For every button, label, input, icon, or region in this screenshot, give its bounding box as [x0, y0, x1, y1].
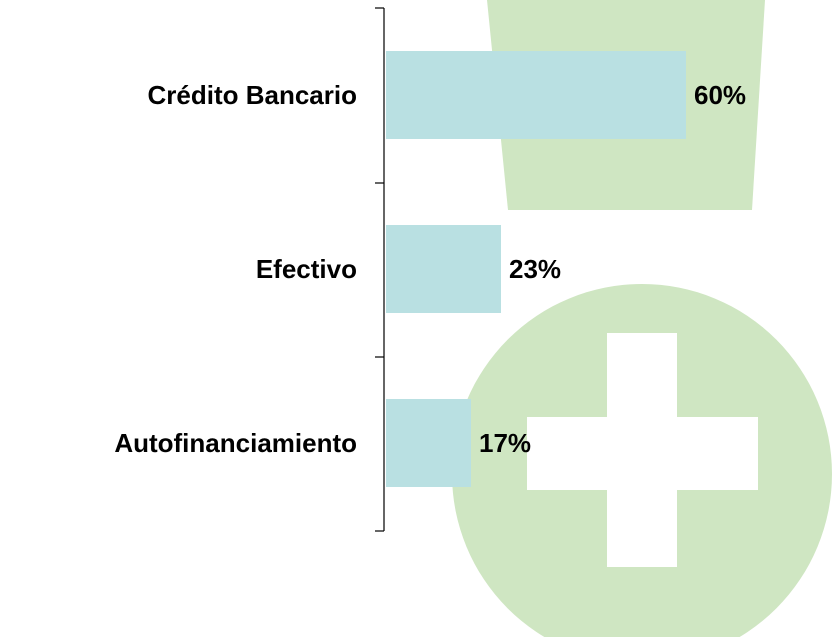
- chart: Crédito Bancario 60% Efectivo 23% Autofinanc…: [0, 0, 833, 637]
- bar: [386, 51, 686, 139]
- value-label: 60%: [694, 80, 746, 110]
- value-label: 17%: [479, 428, 531, 458]
- category-label: Autofinanciamiento: [114, 428, 357, 458]
- bar: [386, 225, 501, 313]
- category-label: Efectivo: [256, 254, 357, 284]
- bar: [386, 399, 471, 487]
- value-label: 23%: [509, 254, 561, 284]
- decor-plus-horizontal: [527, 417, 758, 490]
- category-axis: [375, 8, 384, 531]
- category-label: Crédito Bancario: [148, 80, 358, 110]
